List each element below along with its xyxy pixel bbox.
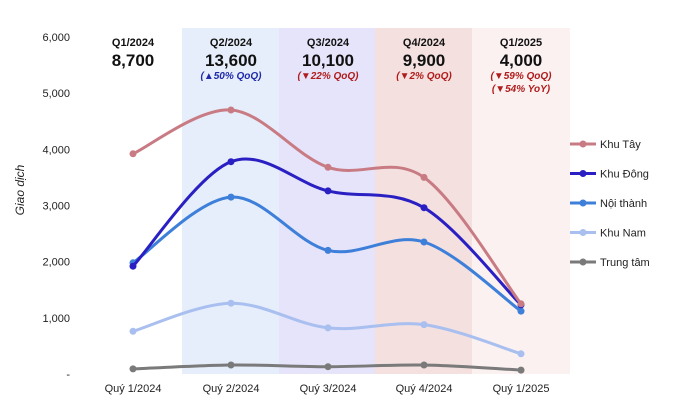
data-point-khu-nam: [324, 324, 332, 332]
x-axis: Quý 1/2024 Quý 2/2024 Quý 3/2024 Quý 4/2024…: [105, 383, 550, 395]
quarter-total: 4,000: [500, 51, 543, 70]
x-tick-label: Quý 4/2024: [396, 383, 453, 395]
y-tick-label: 3,000: [42, 201, 70, 213]
quarter-change: (▲50% QoQ): [200, 71, 262, 82]
legend-label: Khu Đông: [600, 169, 649, 181]
y-tick-label: 5,000: [42, 88, 70, 100]
data-point-noi-thanh: [324, 246, 332, 254]
legend-label: Khu Nam: [600, 228, 646, 240]
y-tick-label: -: [66, 369, 70, 381]
band-2: [182, 28, 280, 374]
legend-marker: [579, 170, 587, 177]
band-3: [279, 28, 377, 374]
quarter-label: Q4/2024: [403, 37, 446, 49]
data-point-trung-tam: [420, 361, 428, 369]
legend-label: Khu Tây: [600, 139, 641, 151]
data-point-khu-nam: [227, 299, 235, 307]
data-point-noi-thanh: [420, 238, 428, 246]
x-tick-label: Quý 3/2024: [300, 383, 357, 395]
data-point-khu-dong: [129, 262, 137, 270]
quarter-change: (▼22% QoQ): [297, 71, 359, 82]
quarter-change: (▼2% QoQ): [396, 71, 452, 82]
quarter-label: Q1/2025: [500, 37, 542, 49]
data-point-khu-tay: [517, 300, 525, 308]
legend-marker: [579, 140, 587, 148]
band-4: [375, 28, 473, 374]
quarter-change: (▼59% QoQ): [490, 71, 552, 82]
quarter-label: Q3/2024: [307, 37, 350, 49]
quarter-label: Q1/2024: [112, 37, 155, 49]
series-lines: [129, 106, 525, 374]
y-axis-label: Giao dịch: [13, 164, 27, 215]
data-point-khu-nam: [129, 327, 137, 335]
quarter-bands: [182, 28, 570, 374]
data-point-noi-thanh: [517, 307, 525, 315]
quarter-total: 9,900: [403, 51, 446, 70]
data-point-trung-tam: [517, 366, 525, 374]
y-tick-label: 6,000: [42, 32, 70, 44]
x-tick-label: Quý 1/2024: [105, 383, 162, 395]
data-point-trung-tam: [227, 361, 235, 369]
data-point-khu-nam: [420, 321, 428, 329]
data-point-khu-tay: [227, 106, 235, 114]
legend-marker: [579, 258, 587, 266]
x-tick-label: Quý 1/2025: [493, 383, 550, 395]
data-point-khu-tay: [420, 173, 428, 181]
data-point-khu-dong: [420, 204, 428, 212]
quarter-summaries: Q1/2024 8,700 Q2/2024 13,600(▲50% QoQ) Q3/20…: [112, 37, 552, 95]
quarter-total: 8,700: [112, 51, 155, 70]
data-point-khu-dong: [324, 187, 332, 195]
legend-marker: [579, 229, 587, 236]
legend-label: Nội thành: [600, 198, 647, 210]
quarter-change: (▼54% YoY): [492, 84, 551, 95]
y-axis: - 1,000 2,000 3,000 4,000 5,000 6,000: [42, 32, 70, 381]
legend-label: Trung tâm: [600, 257, 650, 269]
y-tick-label: 4,000: [42, 144, 70, 156]
band-5: [472, 28, 570, 374]
quarter-total: 10,100: [302, 51, 354, 70]
data-point-noi-thanh: [227, 193, 235, 201]
quarter-total: 13,600: [205, 51, 257, 70]
quarter-label: Q2/2024: [210, 37, 253, 49]
legend-marker: [579, 199, 587, 207]
data-point-khu-nam: [517, 350, 525, 358]
data-point-khu-tay: [324, 163, 332, 171]
legend: Khu Tây Khu Đông Nội thành Khu Nam Trung tâm: [570, 139, 650, 269]
y-tick-label: 1,000: [42, 313, 70, 325]
x-tick-label: Quý 2/2024: [203, 383, 260, 395]
data-point-khu-dong: [227, 158, 235, 166]
y-tick-label: 2,000: [42, 257, 70, 269]
data-point-trung-tam: [129, 365, 137, 373]
data-point-trung-tam: [324, 363, 332, 371]
data-point-khu-tay: [129, 150, 137, 158]
